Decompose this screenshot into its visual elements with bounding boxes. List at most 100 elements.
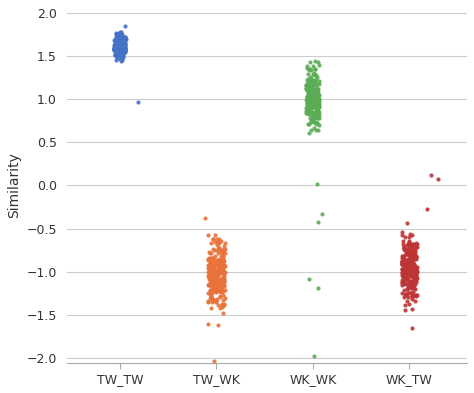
Point	[410, 248, 418, 255]
Point	[310, 97, 318, 103]
Point	[404, 246, 412, 252]
Point	[310, 63, 317, 70]
Point	[122, 44, 129, 51]
Point	[211, 272, 219, 279]
Point	[113, 42, 121, 49]
Point	[204, 290, 212, 296]
Point	[217, 294, 224, 300]
Point	[306, 93, 314, 99]
Point	[311, 86, 319, 93]
Point	[398, 269, 406, 275]
Point	[310, 111, 318, 118]
Point	[118, 36, 125, 42]
Point	[310, 101, 318, 107]
Point	[219, 292, 227, 298]
Point	[401, 234, 409, 240]
Point	[404, 269, 411, 275]
Point	[212, 287, 219, 294]
Point	[120, 35, 128, 41]
Point	[116, 34, 123, 40]
Point	[118, 43, 125, 50]
Point	[404, 259, 411, 266]
Point	[404, 259, 412, 265]
Point	[215, 266, 222, 272]
Point	[307, 82, 315, 88]
Point	[406, 263, 414, 269]
Point	[210, 269, 218, 275]
Point	[207, 257, 215, 263]
Point	[310, 103, 318, 109]
Point	[408, 285, 415, 291]
Point	[305, 92, 313, 99]
Point	[405, 256, 412, 263]
Point	[115, 30, 123, 36]
Point	[315, 89, 322, 95]
Point	[307, 108, 314, 115]
Point	[404, 285, 412, 292]
Point	[117, 29, 124, 35]
Point	[219, 247, 226, 253]
Point	[409, 241, 416, 247]
Point	[399, 266, 406, 272]
Point	[307, 91, 315, 97]
Point	[410, 270, 418, 277]
Point	[305, 86, 312, 92]
Point	[412, 275, 420, 281]
Point	[304, 71, 312, 77]
Point	[404, 241, 412, 248]
Point	[313, 86, 320, 93]
Point	[412, 266, 419, 272]
Point	[120, 38, 128, 44]
Point	[315, 96, 322, 103]
Point	[117, 46, 125, 52]
Point	[404, 256, 412, 263]
Point	[411, 264, 419, 271]
Point	[307, 96, 314, 102]
Point	[402, 260, 410, 266]
Point	[219, 249, 227, 255]
Point	[111, 42, 119, 48]
Point	[220, 258, 228, 264]
Point	[305, 103, 313, 109]
Point	[309, 88, 317, 94]
Point	[315, 121, 323, 128]
Point	[406, 252, 413, 259]
Point	[403, 298, 410, 304]
Point	[118, 44, 126, 51]
Point	[119, 37, 127, 43]
Point	[207, 261, 214, 267]
Point	[216, 239, 223, 246]
Point	[407, 262, 415, 268]
Point	[401, 290, 409, 297]
Point	[303, 109, 311, 115]
Point	[210, 266, 218, 273]
Point	[312, 90, 320, 97]
Point	[411, 275, 419, 282]
Point	[207, 261, 214, 268]
Point	[112, 57, 120, 63]
Point	[122, 36, 129, 42]
Point	[398, 232, 406, 239]
Point	[207, 263, 214, 269]
Point	[307, 93, 315, 99]
Point	[115, 44, 123, 50]
Point	[310, 88, 317, 95]
Point	[408, 232, 416, 238]
Point	[209, 255, 217, 261]
Point	[314, 127, 322, 133]
Point	[303, 95, 310, 102]
Point	[213, 274, 220, 281]
Point	[118, 30, 126, 37]
Point	[115, 36, 122, 42]
Point	[308, 93, 315, 99]
Point	[307, 117, 314, 123]
Point	[205, 321, 212, 327]
Point	[310, 353, 318, 359]
Point	[216, 288, 224, 295]
Point	[214, 239, 222, 245]
Point	[204, 298, 211, 305]
Point	[112, 48, 120, 55]
Point	[305, 87, 313, 93]
Point	[307, 86, 315, 93]
Point	[303, 82, 310, 88]
